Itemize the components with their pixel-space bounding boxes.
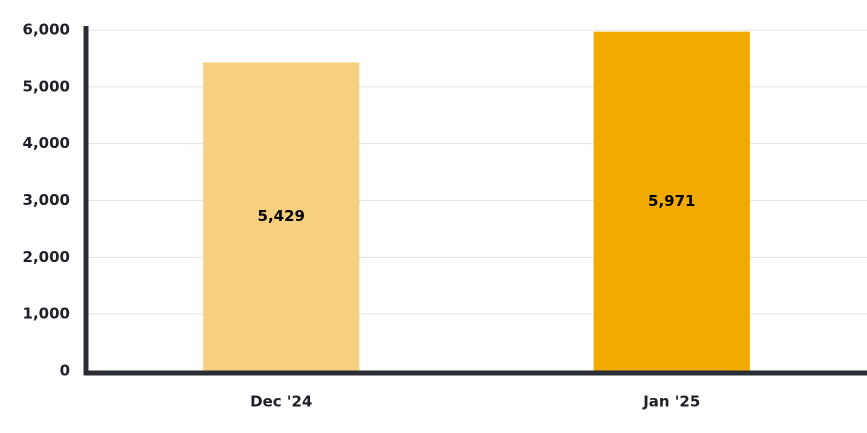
y-tick-label: 6,000 — [23, 21, 70, 39]
data-label: 5,429 — [258, 207, 305, 225]
y-tick-label: 0 — [60, 362, 70, 380]
x-tick-label: Dec '24 — [250, 393, 312, 411]
bar — [203, 62, 360, 371]
y-tick-label: 3,000 — [23, 191, 70, 209]
data-label: 5,971 — [648, 192, 695, 210]
bar — [593, 31, 750, 372]
x-tick-label: Jan '25 — [642, 393, 700, 411]
y-tick-label: 5,000 — [23, 77, 70, 95]
y-tick-label: 2,000 — [23, 248, 70, 266]
y-tick-label: 4,000 — [23, 134, 70, 152]
y-tick-label: 1,000 — [23, 305, 70, 323]
